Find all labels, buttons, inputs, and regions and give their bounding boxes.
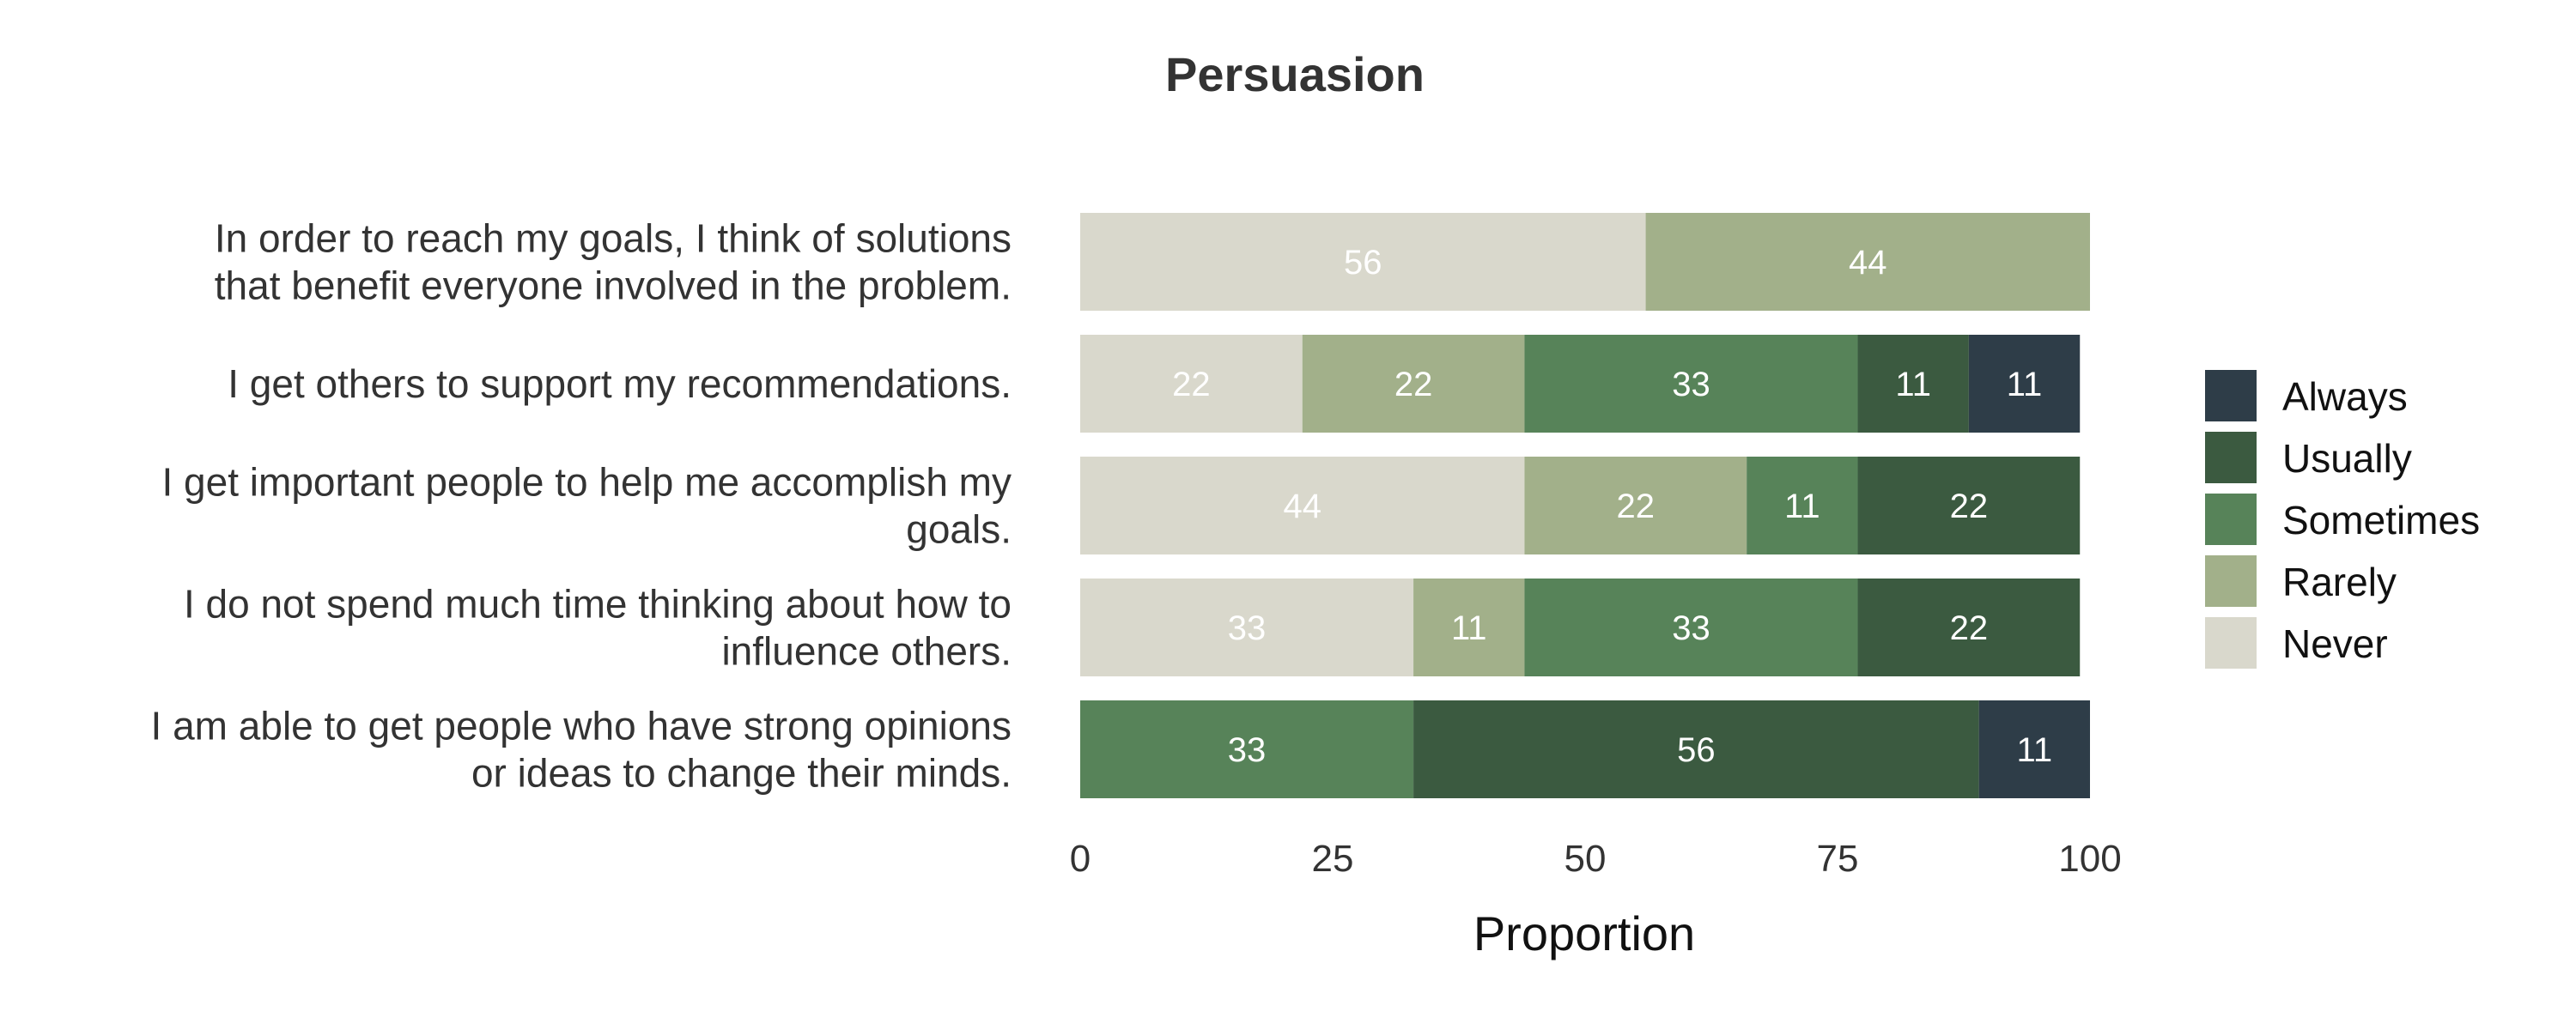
legend-swatch-never (2205, 617, 2257, 669)
bar-value-label: 11 (1784, 488, 1820, 525)
x-axis-title: Proportion (1473, 906, 1695, 960)
legend-swatch-always (2205, 370, 2257, 421)
category-label: influence others. (721, 629, 1012, 674)
bar-segment-rarely (1413, 579, 1525, 676)
bar-value-label: 22 (1950, 488, 1989, 525)
legend: Always Usually Sometimes Rarely Never (2205, 370, 2480, 669)
bar-value-label: 44 (1283, 488, 1321, 525)
bar-segment-usually (1857, 579, 2081, 676)
bar-segment-always (1968, 335, 2081, 433)
bar-value-labels: 56 44 22 22 33 11 11 44 22 11 22 33 11 33 22 33 56 11 (1172, 244, 2052, 769)
bar-value-label: 56 (1344, 244, 1382, 282)
legend-swatch-sometimes (2205, 494, 2257, 545)
bar-segment-never (1080, 457, 1525, 554)
bar-segment-sometimes (1524, 579, 1858, 676)
category-label: that benefit everyone involved in the pr… (215, 264, 1012, 308)
bar-segment-rarely (1524, 457, 1747, 554)
x-tick-label: 100 (2058, 838, 2121, 880)
bar-value-label: 33 (1228, 731, 1267, 769)
legend-label-rarely: Rarely (2282, 560, 2397, 604)
category-label: I get important people to help me accomp… (162, 460, 1012, 505)
bar-segment-usually (1857, 457, 2081, 554)
category-label: I am able to get people who have strong … (151, 704, 1012, 748)
bar-segment-never (1080, 335, 1303, 433)
bar-segment-usually (1413, 700, 1979, 798)
legend-swatch-rarely (2205, 555, 2257, 607)
bar-value-label: 11 (2017, 731, 2053, 769)
bar-segment-always (1978, 700, 2090, 798)
bar-value-label: 44 (1849, 244, 1887, 282)
bar-segment-rarely (1302, 335, 1525, 433)
bars (1080, 213, 2090, 798)
category-label: I do not spend much time thinking about … (184, 582, 1012, 627)
bar-value-label: 11 (1451, 609, 1487, 647)
bar-segment-sometimes (1747, 457, 1858, 554)
bar-value-label: 11 (1895, 366, 1931, 403)
bar-value-label: 22 (1950, 609, 1989, 647)
category-label: I get others to support my recommendatio… (228, 361, 1012, 406)
category-label: or ideas to change their minds. (471, 751, 1012, 796)
legend-label-never: Never (2282, 621, 2388, 666)
bar-segment-rarely (1645, 213, 2090, 311)
category-label: In order to reach my goals, I think of s… (215, 216, 1012, 261)
x-tick-label: 25 (1312, 838, 1354, 880)
x-tick-label: 50 (1564, 838, 1607, 880)
bar-value-label: 56 (1677, 731, 1716, 769)
legend-label-always: Always (2282, 374, 2408, 419)
category-label: goals. (906, 507, 1012, 552)
legend-swatch-usually (2205, 432, 2257, 483)
bar-segment-never (1080, 579, 1414, 676)
bar-value-label: 22 (1172, 366, 1211, 403)
x-tick-label: 75 (1817, 838, 1859, 880)
bar-value-label: 22 (1394, 366, 1433, 403)
bar-value-label: 33 (1672, 609, 1710, 647)
bar-segment-never (1080, 213, 1646, 311)
bar-value-label: 11 (2007, 366, 2043, 403)
bar-value-label: 33 (1672, 366, 1710, 403)
bar-segment-sometimes (1080, 700, 1414, 798)
legend-label-usually: Usually (2282, 436, 2412, 481)
bar-segment-usually (1857, 335, 1969, 433)
category-labels: In order to reach my goals, I think of s… (151, 216, 1012, 796)
x-tick-label: 0 (1070, 838, 1091, 880)
legend-label-sometimes: Sometimes (2282, 498, 2480, 542)
bar-value-label: 33 (1228, 609, 1267, 647)
bar-segment-sometimes (1524, 335, 1858, 433)
chart-title: Persuasion (1165, 47, 1425, 101)
bar-value-label: 22 (1617, 488, 1656, 525)
x-axis-ticks: 0 25 50 75 100 (1070, 838, 2122, 880)
